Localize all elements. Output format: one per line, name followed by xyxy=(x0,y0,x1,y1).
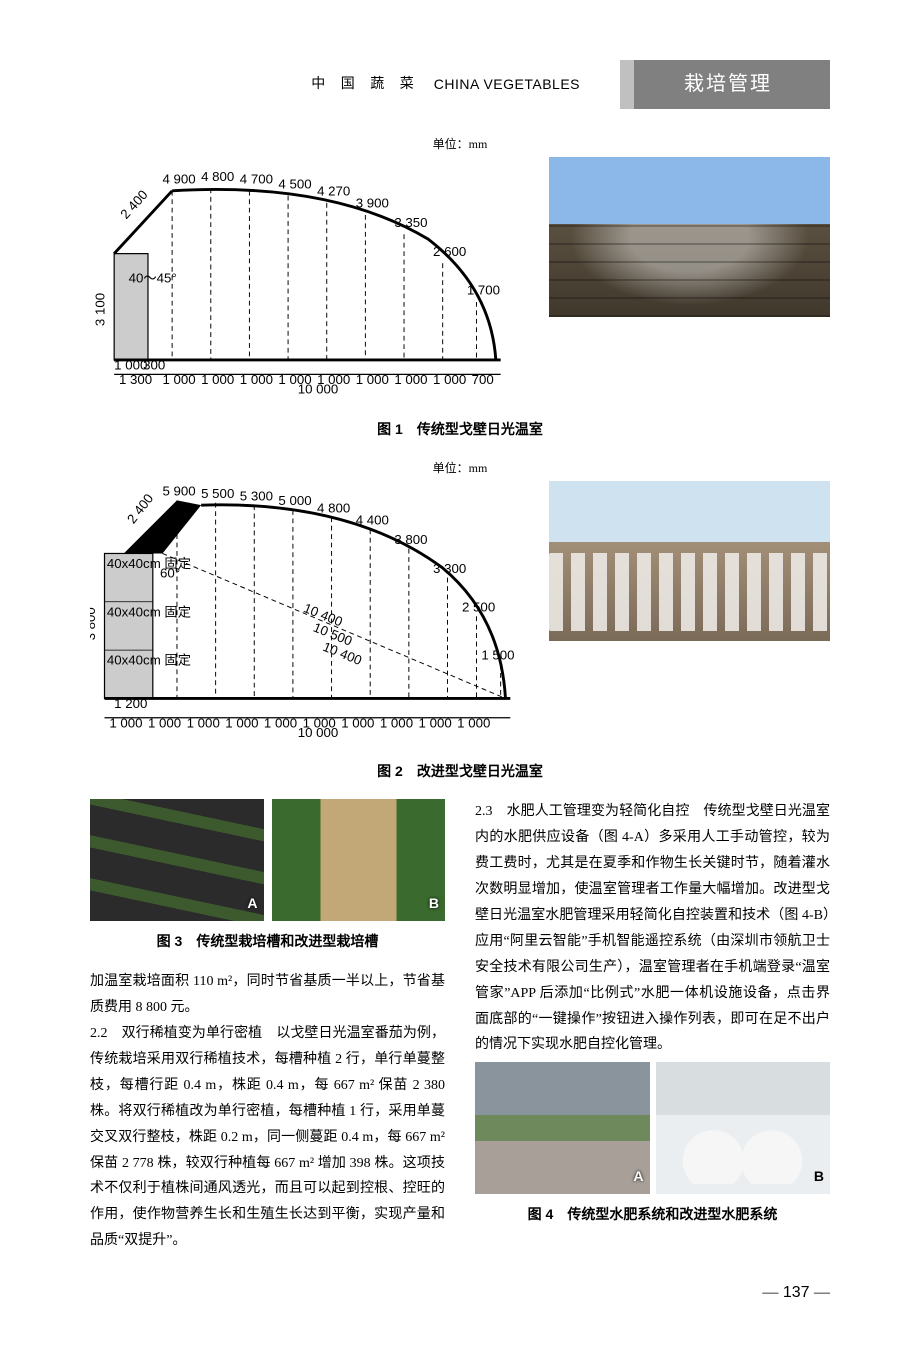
svg-text:5 900: 5 900 xyxy=(162,483,195,498)
svg-text:300: 300 xyxy=(143,358,165,373)
svg-text:1 000: 1 000 xyxy=(433,372,466,387)
svg-text:1 000: 1 000 xyxy=(240,372,273,387)
svg-text:1 000: 1 000 xyxy=(148,715,181,730)
figure-3-caption: 图 3 传统型栽培槽和改进型栽培槽 xyxy=(90,929,445,955)
figure-3-label-b: B xyxy=(429,891,439,917)
body-left-2-2-text: 以戈壁日光温室番茄为例，传统栽培采用双行稀植技术，每槽种植 2 行，单行单蔓整枝… xyxy=(90,1026,445,1248)
svg-text:1 700: 1 700 xyxy=(467,283,500,298)
figure-4-label-b: B xyxy=(814,1164,824,1190)
svg-text:4 700: 4 700 xyxy=(240,172,273,187)
svg-text:3 800: 3 800 xyxy=(90,607,98,640)
svg-text:3 800: 3 800 xyxy=(394,532,427,547)
page-header: 中 国 蔬 菜 CHINA VEGETABLES 栽培管理 xyxy=(90,60,830,109)
figure-1-caption: 图 1 传统型戈壁日光温室 xyxy=(90,417,830,443)
svg-text:1 000: 1 000 xyxy=(225,715,258,730)
svg-text:1 000: 1 000 xyxy=(201,372,234,387)
svg-text:4 800: 4 800 xyxy=(317,500,350,515)
figure-1: 单位：mm 10 000 3 100 2 400 40～45° xyxy=(90,133,830,443)
svg-text:1 000: 1 000 xyxy=(356,372,389,387)
svg-text:3 100: 3 100 xyxy=(92,293,107,326)
body-right-2-3: 2.3 水肥人工管理变为轻简化自控 传统型戈壁日光温室内的水肥供应设备（图 4-… xyxy=(475,799,830,1058)
svg-text:4 800: 4 800 xyxy=(201,169,234,184)
figure-3: A B xyxy=(90,799,445,921)
svg-text:5 300: 5 300 xyxy=(240,488,273,503)
svg-text:1 000: 1 000 xyxy=(109,715,142,730)
figure-1-diagram: 10 000 3 100 2 400 40～45° xyxy=(90,157,525,408)
svg-text:2 400: 2 400 xyxy=(124,491,156,526)
journal-name-en: CHINA VEGETABLES xyxy=(434,72,620,98)
figure-3-photo-a: A xyxy=(90,799,264,921)
svg-text:1 000: 1 000 xyxy=(457,715,490,730)
figure-1-unit: 单位：mm xyxy=(90,133,830,155)
figure-4-caption: 图 4 传统型水肥系统和改进型水肥系统 xyxy=(475,1202,830,1228)
svg-text:2 600: 2 600 xyxy=(433,244,466,259)
page-number: 137 xyxy=(783,1284,810,1301)
figure-4-photo-a: A xyxy=(475,1062,650,1194)
page-footer: — 137 — xyxy=(90,1278,830,1308)
svg-text:3 350: 3 350 xyxy=(394,215,427,230)
journal-name-cn: 中 国 蔬 菜 xyxy=(90,72,434,98)
section-tag: 栽培管理 xyxy=(620,60,830,109)
figure-3-label-a: A xyxy=(247,891,257,917)
svg-text:1 000: 1 000 xyxy=(264,715,297,730)
svg-text:2 500: 2 500 xyxy=(462,599,495,614)
svg-text:40～45°: 40～45° xyxy=(129,271,177,286)
svg-text:4 500: 4 500 xyxy=(278,177,311,192)
svg-text:5 000: 5 000 xyxy=(278,493,311,508)
svg-text:40x40cm 固定: 40x40cm 固定 xyxy=(107,652,191,667)
figure-4-photo-b: B xyxy=(656,1062,831,1194)
svg-text:4 270: 4 270 xyxy=(317,184,350,199)
svg-text:1 200: 1 200 xyxy=(114,696,147,711)
heading-2-3: 2.3 水肥人工管理变为轻简化自控 xyxy=(475,804,704,819)
svg-text:4 400: 4 400 xyxy=(356,512,389,527)
svg-text:1 000: 1 000 xyxy=(380,715,413,730)
svg-text:1 000: 1 000 xyxy=(278,372,311,387)
svg-text:5 500: 5 500 xyxy=(201,486,234,501)
svg-text:3 900: 3 900 xyxy=(356,196,389,211)
heading-2-2: 2.2 双行稀植变为单行密植 xyxy=(90,1026,276,1041)
left-column: A B 图 3 传统型栽培槽和改进型栽培槽 加温室栽培面积 110 m²，同时节… xyxy=(90,799,445,1254)
figure-2-caption: 图 2 改进型戈壁日光温室 xyxy=(90,759,830,785)
figure-2: 单位：mm 10 000 40x40cm 固定 40x40cm 固定 40x40… xyxy=(90,457,830,786)
body-left-p0: 加温室栽培面积 110 m²，同时节省基质一半以上，节省基质费用 8 800 元… xyxy=(90,969,445,1021)
svg-text:1 500: 1 500 xyxy=(481,647,514,662)
figure-2-unit: 单位：mm xyxy=(90,457,830,479)
figure-1-photo xyxy=(549,157,830,317)
svg-text:1 000: 1 000 xyxy=(394,372,427,387)
svg-text:700: 700 xyxy=(472,372,494,387)
svg-text:1 000: 1 000 xyxy=(419,715,452,730)
svg-text:1 000: 1 000 xyxy=(162,372,195,387)
svg-text:1 000: 1 000 xyxy=(341,715,374,730)
figure-4: A B xyxy=(475,1062,830,1194)
svg-text:2 400: 2 400 xyxy=(117,187,150,222)
svg-text:1 000: 1 000 xyxy=(303,715,336,730)
svg-text:4 900: 4 900 xyxy=(162,172,195,187)
figure-4-label-a: A xyxy=(633,1164,643,1190)
svg-text:1 300: 1 300 xyxy=(119,372,152,387)
body-left-2-2: 2.2 双行稀植变为单行密植 以戈壁日光温室番茄为例，传统栽培采用双行稀植技术，… xyxy=(90,1021,445,1254)
svg-text:40x40cm 固定: 40x40cm 固定 xyxy=(107,604,191,619)
body-columns: A B 图 3 传统型栽培槽和改进型栽培槽 加温室栽培面积 110 m²，同时节… xyxy=(90,799,830,1254)
svg-text:3 300: 3 300 xyxy=(433,561,466,576)
figure-2-photo xyxy=(549,481,830,641)
svg-text:1 000: 1 000 xyxy=(187,715,220,730)
body-right-2-3-text: 传统型戈壁日光温室内的水肥供应设备（图 4-A）多采用人工手动管控，较为费工费时… xyxy=(475,804,830,1052)
figure-2-diagram: 10 000 40x40cm 固定 40x40cm 固定 40x40cm 固定 … xyxy=(90,481,525,752)
right-column: 2.3 水肥人工管理变为轻简化自控 传统型戈壁日光温室内的水肥供应设备（图 4-… xyxy=(475,799,830,1254)
svg-text:1 000: 1 000 xyxy=(317,372,350,387)
figure-3-photo-b: B xyxy=(272,799,446,921)
